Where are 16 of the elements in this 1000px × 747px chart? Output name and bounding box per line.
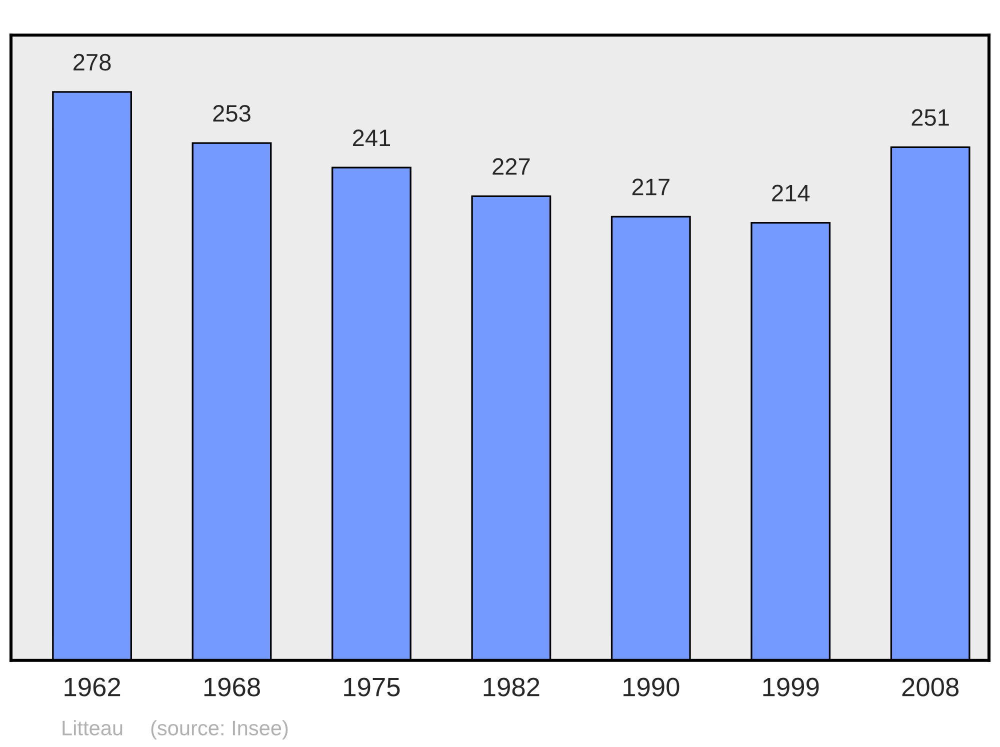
x-tick-label: 1982: [484, 678, 540, 696]
x-tick-label: 1975: [344, 678, 400, 696]
x-tick-label: 1962: [64, 678, 120, 696]
text: (source: Insee): [151, 720, 288, 740]
text: Litteau: [62, 720, 122, 736]
data-label: 214: [772, 184, 810, 202]
x-tick-label: 1990: [624, 678, 680, 696]
x-tick-label: 1968: [204, 678, 260, 696]
data-label: 253: [213, 105, 250, 122]
data-label: 251: [912, 109, 949, 126]
x-tick-label: 1999: [763, 678, 819, 696]
data-label: 227: [492, 158, 530, 175]
data-label: 278: [74, 54, 111, 71]
data-label: 241: [352, 130, 390, 146]
data-label: 217: [632, 178, 670, 196]
x-tick-label: 2008: [902, 678, 959, 696]
